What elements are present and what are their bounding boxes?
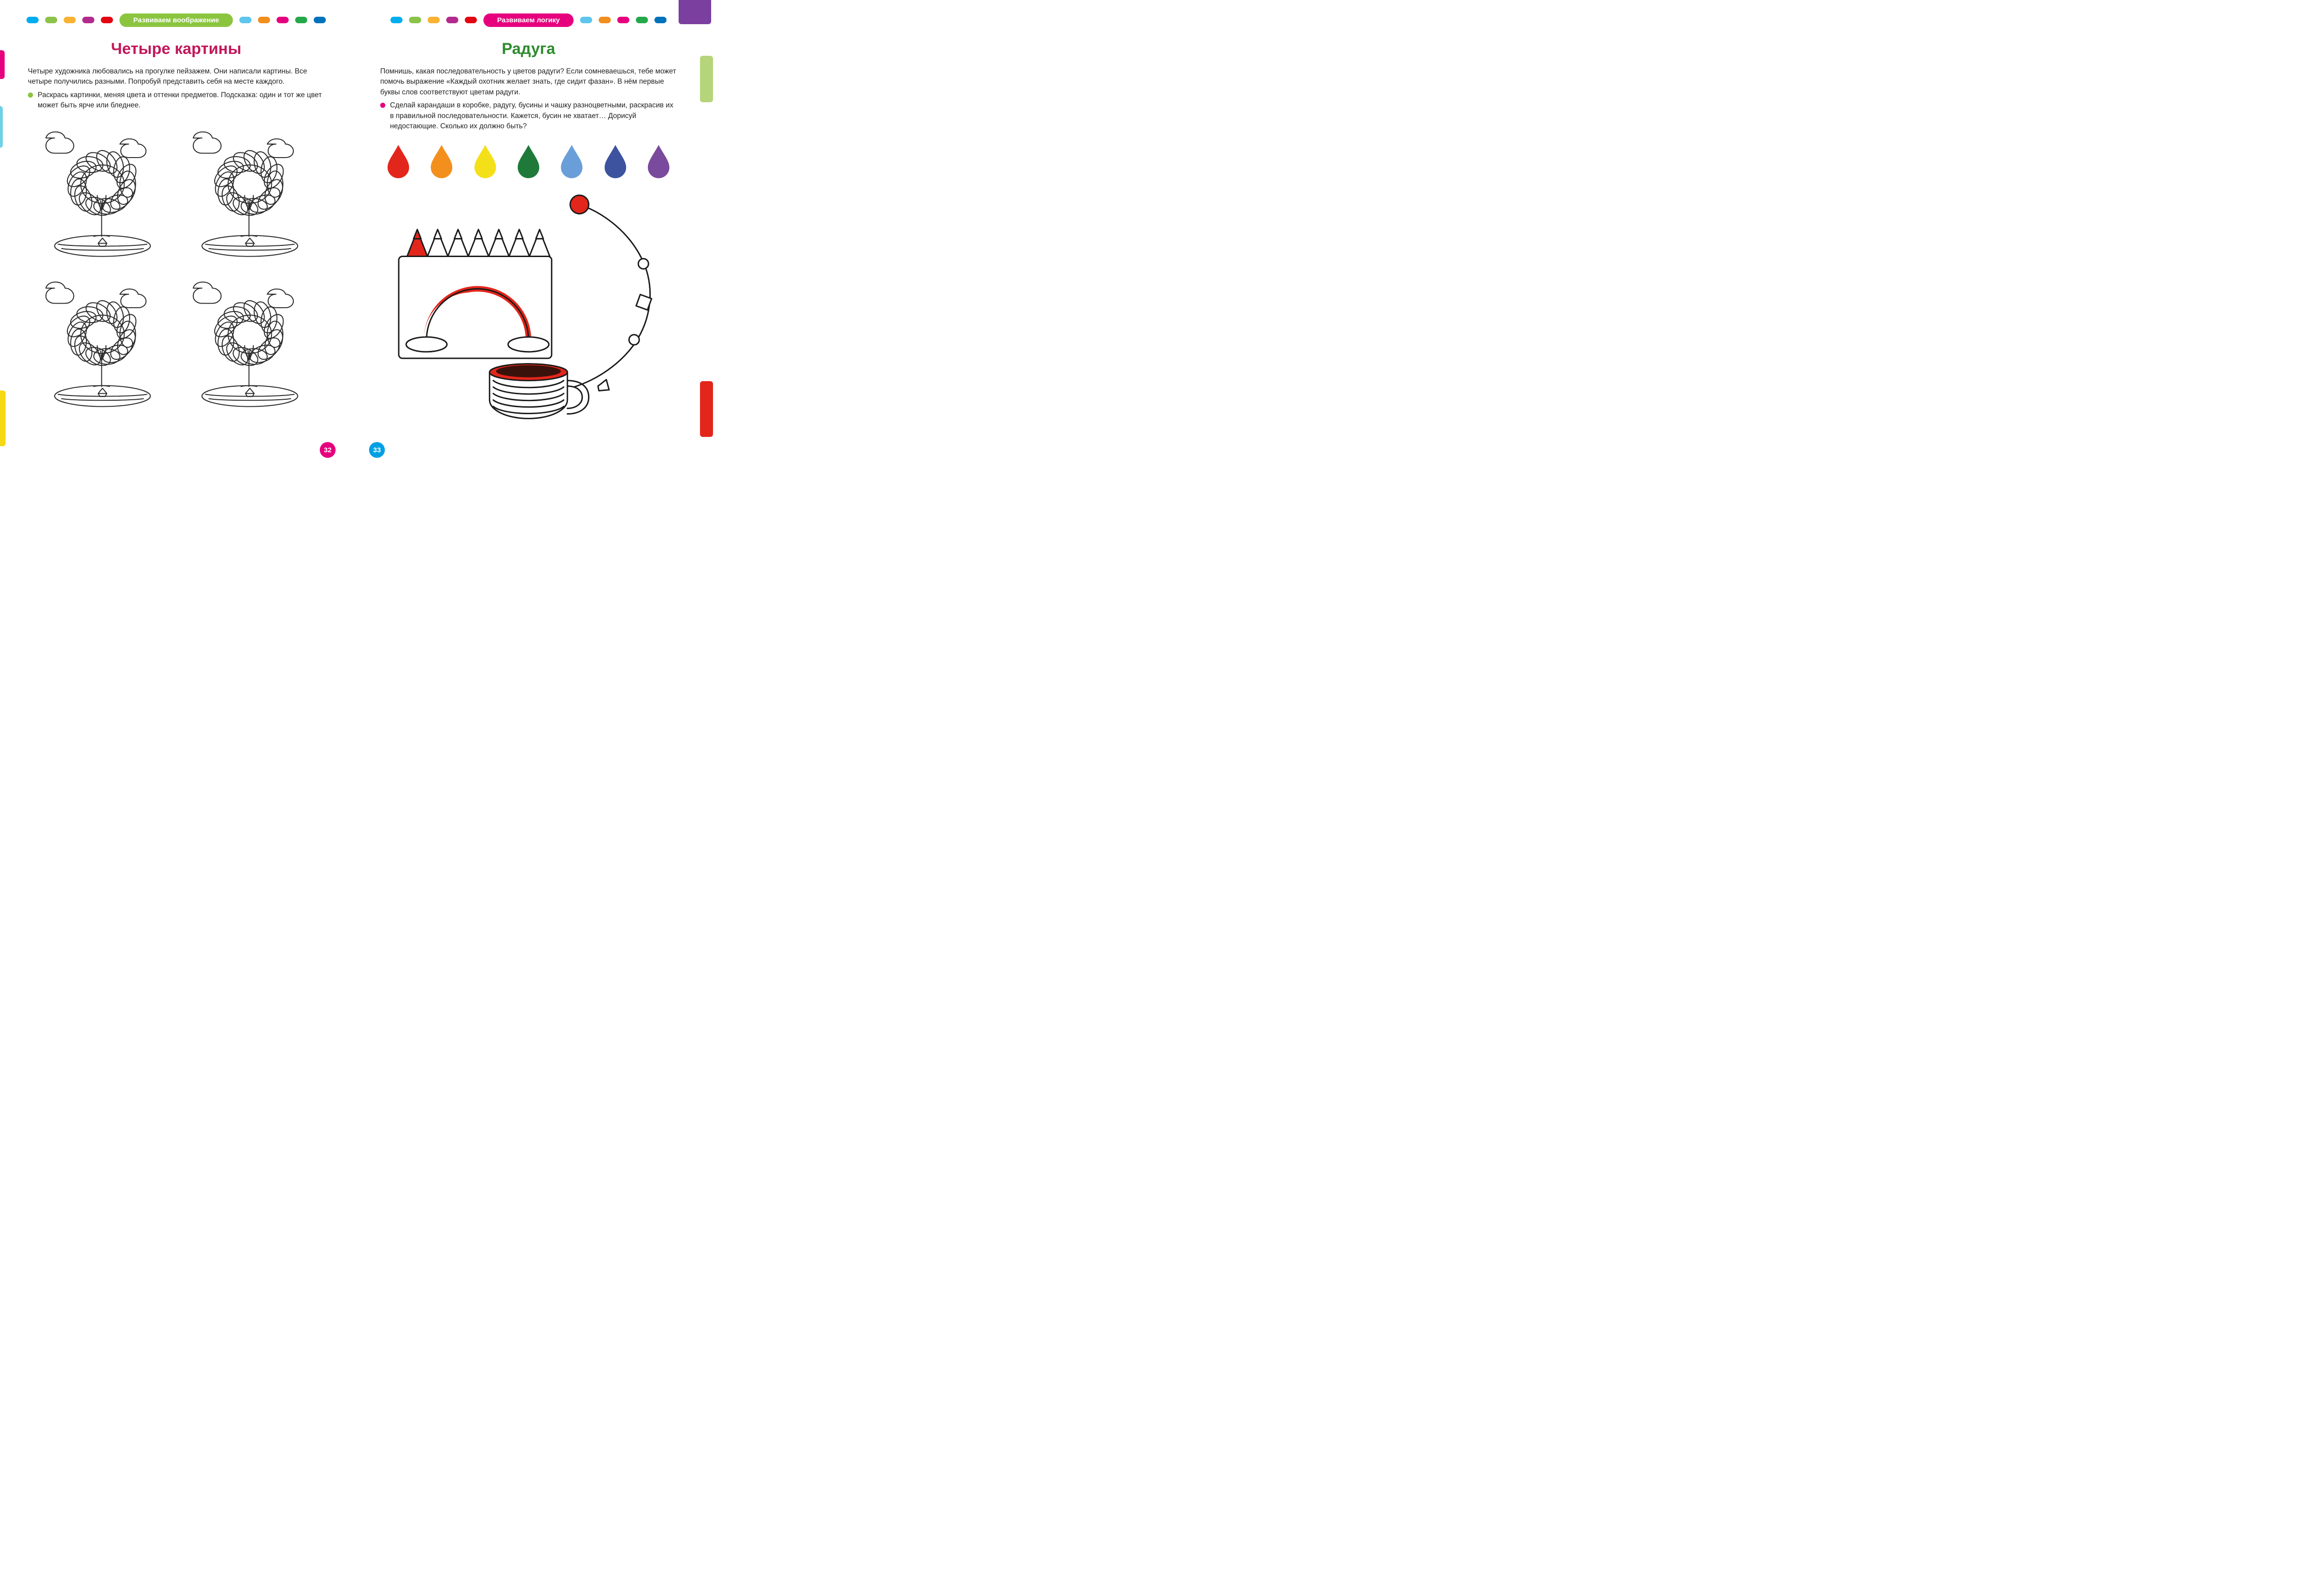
tree-cell	[37, 273, 168, 415]
paint-splotch-icon	[700, 56, 713, 102]
dash-icon	[580, 17, 592, 23]
page-number-right: 33	[369, 442, 385, 458]
dash-icon	[617, 17, 629, 23]
raindrop-icon	[645, 143, 672, 178]
tree-cell	[185, 123, 315, 265]
left-bullet-text: Раскрась картинки, меняя цвета и оттенки…	[38, 90, 324, 111]
dash-icon	[390, 17, 403, 23]
dash-icon	[64, 17, 76, 23]
tree-illustration	[185, 273, 315, 413]
top-strip-right: Развиваем логику	[376, 9, 681, 31]
pencil-rainbow-illustration	[380, 187, 677, 428]
right-title: Радуга	[376, 40, 681, 58]
dash-icon	[409, 17, 421, 23]
bullet-dot-icon	[28, 92, 33, 98]
right-illustration	[380, 187, 677, 430]
tree-illustration	[185, 123, 315, 263]
left-page: Развиваем воображение Четыре картины Чет…	[0, 0, 352, 464]
page-number-left-text: 32	[324, 446, 332, 454]
dash-icon	[446, 17, 458, 23]
raindrop-icon	[472, 143, 499, 178]
dash-icon	[295, 17, 307, 23]
dash-icon	[428, 17, 440, 23]
raindrop-icon	[385, 143, 412, 178]
dash-icon	[45, 17, 57, 23]
tree-cell	[37, 123, 168, 265]
dash-icon	[636, 17, 648, 23]
paint-splotch-icon	[0, 50, 5, 79]
dash-icon	[258, 17, 270, 23]
tree-cell	[185, 273, 315, 415]
tree-grid	[37, 123, 315, 415]
dash-icon	[599, 17, 611, 23]
dash-icon	[277, 17, 289, 23]
bullet-dot-icon	[380, 103, 385, 108]
paint-splotch-icon	[0, 106, 3, 148]
left-bullet-row: Раскрась картинки, меняя цвета и оттенки…	[28, 90, 324, 111]
right-intro: Помнишь, какая последовательность у цвет…	[380, 66, 677, 98]
page-number-left: 32	[320, 442, 336, 458]
dash-icon	[314, 17, 326, 23]
paint-splotch-icon	[0, 390, 6, 446]
left-title: Четыре картины	[23, 40, 329, 58]
dash-icon	[465, 17, 477, 23]
dash-icon	[239, 17, 251, 23]
page-number-right-text: 33	[373, 446, 381, 454]
dash-icon	[101, 17, 113, 23]
right-bullet-text: Сделай карандаши в коробке, радугу, буси…	[390, 100, 677, 132]
raindrop-icon	[428, 143, 455, 178]
rainbow-drops	[385, 143, 672, 178]
tree-illustration	[37, 273, 168, 413]
paint-splotch-icon	[700, 381, 713, 437]
right-bullet-row: Сделай карандаши в коробке, радугу, буси…	[380, 100, 677, 132]
dash-icon	[654, 17, 667, 23]
left-intro: Четыре художника любовались на прогулке …	[28, 66, 324, 87]
dash-icon	[26, 17, 39, 23]
section-banner: Развиваем воображение	[119, 13, 233, 27]
raindrop-icon	[515, 143, 542, 178]
dash-icon	[82, 17, 94, 23]
raindrop-icon	[602, 143, 629, 178]
tree-illustration	[37, 123, 168, 263]
paint-splotch-icon	[679, 0, 711, 24]
right-page: Развиваем логику Радуга Помнишь, какая п…	[352, 0, 705, 464]
top-strip-left: Развиваем воображение	[23, 9, 329, 31]
section-banner: Развиваем логику	[483, 13, 574, 27]
raindrop-icon	[558, 143, 585, 178]
